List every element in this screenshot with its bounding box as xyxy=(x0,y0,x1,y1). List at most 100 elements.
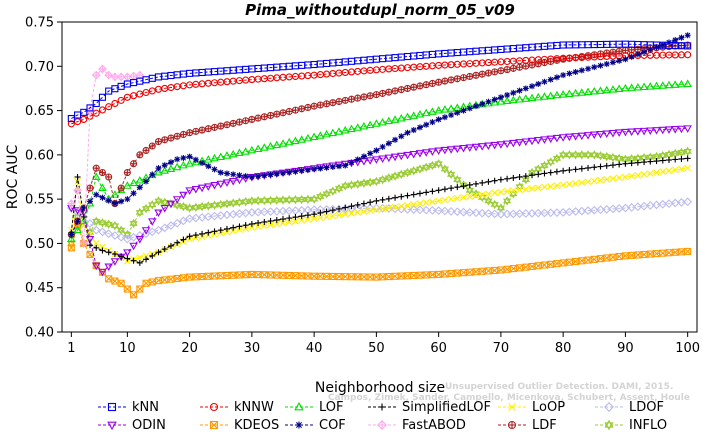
point-loop xyxy=(229,227,237,235)
point-kdeos xyxy=(441,270,449,278)
x-tick-label: 30 xyxy=(244,341,261,356)
point-cof xyxy=(105,197,112,204)
point-lof xyxy=(260,143,269,151)
point-ldf xyxy=(148,142,156,150)
point-ldof xyxy=(683,197,693,207)
point-odin xyxy=(123,249,132,257)
point-ldf xyxy=(397,86,405,94)
point-odin xyxy=(421,149,431,157)
point-loop xyxy=(360,208,368,215)
point-ldof xyxy=(241,208,251,218)
point-simplifiedlof xyxy=(454,184,461,191)
point-odin xyxy=(166,200,176,209)
point-inflo xyxy=(565,150,574,160)
point-simplifiedlof xyxy=(124,255,131,262)
point-cof xyxy=(167,159,174,166)
point-loop xyxy=(260,222,268,230)
point-loop xyxy=(534,184,542,192)
point-knnw xyxy=(142,88,150,97)
series-kdeos xyxy=(67,222,692,299)
chart-title: Pima_withoutdupl_norm_05_v09 xyxy=(245,1,515,19)
point-lof xyxy=(627,83,636,91)
point-cof xyxy=(510,89,517,96)
point-odin xyxy=(565,133,574,142)
point-ldof xyxy=(502,209,512,219)
point-simplifiedlof xyxy=(360,200,367,207)
point-odin xyxy=(409,151,418,159)
legend-item-cof: COF xyxy=(285,418,346,433)
point-loop xyxy=(217,229,225,237)
point-cof xyxy=(155,165,162,172)
point-simplifiedlof xyxy=(267,218,274,225)
point-odin xyxy=(471,143,481,152)
point-ldof xyxy=(577,206,587,216)
point-ldof xyxy=(452,207,462,217)
point-ldf xyxy=(192,127,200,135)
point-kdeos xyxy=(136,285,144,293)
point-lof xyxy=(527,93,537,102)
point-loop xyxy=(310,215,318,223)
point-simplifiedlof xyxy=(155,249,162,256)
point-cof xyxy=(553,74,560,81)
point-loop xyxy=(379,205,387,213)
point-simplifiedlof xyxy=(504,175,511,182)
point-ldf xyxy=(453,75,461,83)
point-inflo xyxy=(615,153,624,164)
point-loop xyxy=(628,172,636,180)
point-lof xyxy=(552,90,562,99)
point-simplifiedlof xyxy=(186,233,193,240)
point-ldof xyxy=(515,209,524,219)
point-odin xyxy=(440,146,450,155)
point-cof xyxy=(329,163,336,170)
point-lof xyxy=(210,153,219,162)
point-inflo xyxy=(322,189,331,199)
point-odin xyxy=(98,268,107,277)
point-ldof xyxy=(409,205,419,214)
plot-area xyxy=(66,32,693,299)
point-cof xyxy=(416,124,423,131)
x-tick-label: 40 xyxy=(306,341,323,356)
point-lof xyxy=(502,96,512,104)
point-simplifiedlof xyxy=(628,160,635,167)
point-lof xyxy=(390,115,400,123)
point-inflo xyxy=(129,218,138,229)
y-tick-label: 0.50 xyxy=(25,237,54,252)
point-kdeos xyxy=(403,272,412,280)
watermark-line-2: Campos, Zimek, Sander, Campello, Micenko… xyxy=(328,393,690,403)
point-lof xyxy=(359,121,369,130)
point-ldof xyxy=(154,225,163,235)
point-kdeos xyxy=(646,250,654,258)
series-simplifiedlof xyxy=(68,155,691,266)
point-loop xyxy=(329,212,337,220)
point-cof xyxy=(392,136,399,143)
point-ldof xyxy=(602,204,612,214)
point-ldof xyxy=(627,203,637,212)
point-cof xyxy=(143,178,150,185)
point-knn xyxy=(111,85,119,93)
point-odin xyxy=(577,132,587,141)
point-inflo xyxy=(658,150,667,161)
point-kdeos xyxy=(86,250,94,259)
point-lof xyxy=(291,136,300,145)
point-loop xyxy=(485,190,492,198)
point-kdeos xyxy=(291,272,300,280)
point-lof xyxy=(266,141,275,150)
point-simplifiedlof xyxy=(516,174,523,180)
point-cof xyxy=(678,34,685,41)
point-inflo xyxy=(291,194,300,205)
legend-label-simplifiedlof: SimplifiedLOF xyxy=(402,400,491,415)
point-inflo xyxy=(179,201,188,212)
point-ldof xyxy=(552,208,562,217)
point-ldf xyxy=(323,100,331,108)
point-lof xyxy=(297,135,306,143)
point-ldf xyxy=(179,130,187,139)
point-inflo xyxy=(191,202,200,212)
point-lof xyxy=(658,81,668,89)
point-inflo xyxy=(559,150,568,160)
point-ldof xyxy=(571,207,580,216)
point-inflo xyxy=(310,194,319,204)
point-cof xyxy=(223,170,230,177)
point-cof xyxy=(205,163,212,170)
point-simplifiedlof xyxy=(311,211,318,218)
point-ldf xyxy=(260,113,268,121)
